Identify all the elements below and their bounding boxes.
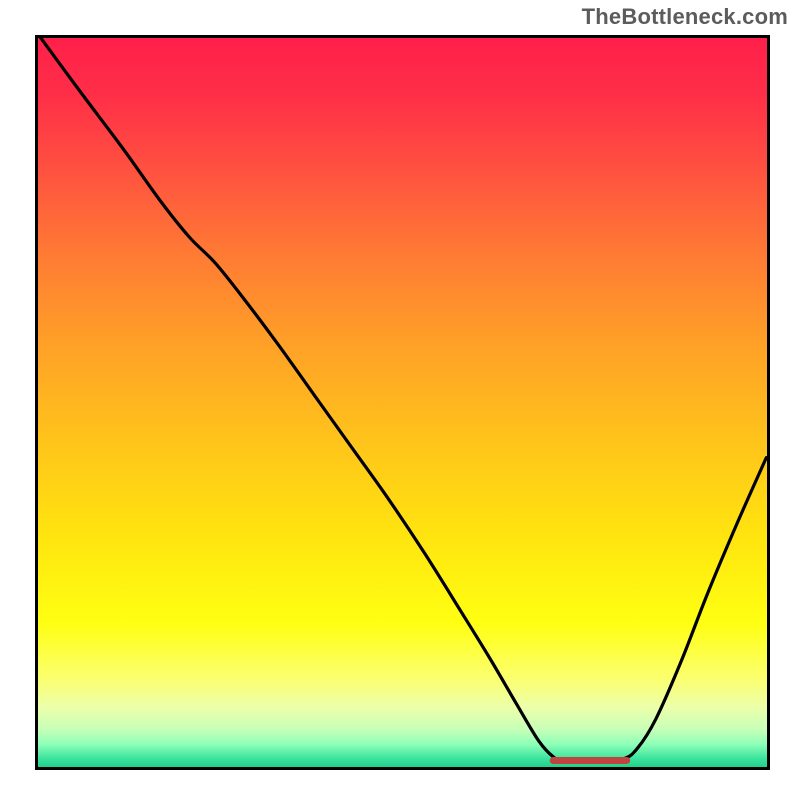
gradient-background <box>35 35 770 770</box>
chart-area <box>35 35 770 770</box>
chart-svg <box>35 35 770 770</box>
attribution-text: TheBottleneck.com <box>582 4 788 30</box>
